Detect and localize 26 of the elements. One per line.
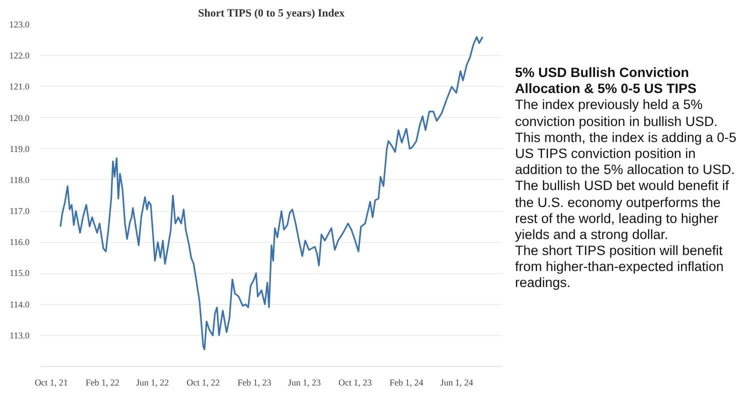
x-tick-label: Feb 1, 24 [389, 378, 424, 388]
x-tick-label: Jun 1, 22 [136, 378, 169, 388]
x-tick-label: Feb 1, 23 [238, 378, 272, 388]
text: The short TIPS position will benefit from higher-than-expected inflation readings. [515, 243, 725, 292]
text: 5% USD Bullish Conviction Allocation & 5% 0-5 US TIPS [515, 65, 698, 98]
y-tick-label: 118.0 [10, 174, 30, 185]
x-tick-label: Oct 1, 21 [34, 378, 68, 388]
x-tick-label: Oct 1, 23 [338, 378, 372, 388]
y-tick-label: 117.0 [10, 206, 30, 216]
y-tick-label: 114.0 [10, 299, 30, 310]
y-tick-label: 121.0 [9, 82, 30, 92]
y-tick-label: 113.0 [10, 330, 30, 340]
text: The bullish USD bet would benefit if the U.S. economy outperforms the rest of the world, leading to higher yields and a strong dollar. [515, 178, 730, 244]
text: The index previously held a 5% conviction position in bullish USD. This month, the index is adding a 0-5 US TIPS conviction position in addition to the 5% allocation to USD. [515, 97, 738, 178]
x-tick-label: Feb 1, 22 [86, 378, 120, 388]
x-tick-label: Jun 1, 24 [440, 378, 474, 388]
chart-title: Short TIPS (0 to 5 years) Index [198, 8, 346, 20]
line-series [60, 36, 484, 350]
x-tick-label: Oct 1, 22 [186, 378, 220, 388]
y-tick-label: 120.0 [9, 112, 30, 123]
y-tick-label: 122.0 [9, 50, 30, 61]
y-tick-label: 123.0 [9, 20, 30, 30]
y-tick-label: 115.0 [10, 268, 30, 278]
x-tick-label: Jun 1, 23 [288, 378, 322, 388]
y-tick-label: 119.0 [10, 144, 30, 154]
y-tick-label: 116.0 [10, 237, 30, 248]
